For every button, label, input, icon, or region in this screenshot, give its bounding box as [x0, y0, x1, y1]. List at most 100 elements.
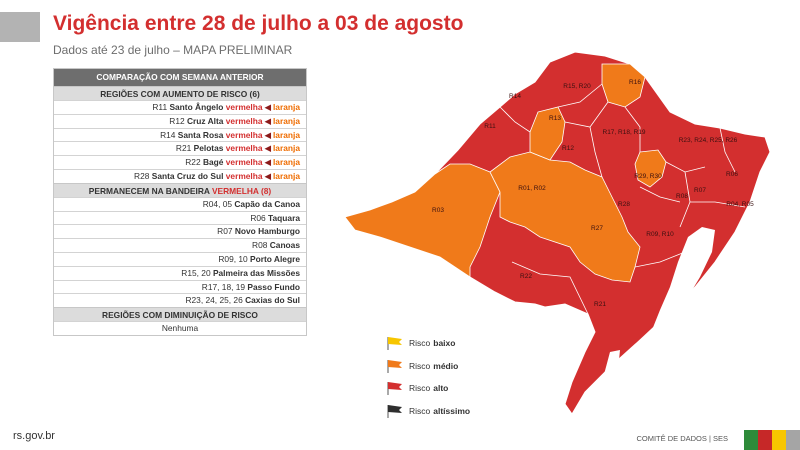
region-code: R06: [250, 212, 269, 223]
map-legend: Risco baixo Risco médio Risco alto Risco alt…: [386, 332, 470, 422]
remain-header-prefix: PERMANECEM NA BANDEIRA: [88, 185, 210, 196]
region-name: Bagé: [202, 157, 226, 168]
legend-level-high: alto: [433, 383, 449, 394]
flag-to: laranja: [272, 143, 300, 154]
region-label: R03: [432, 207, 444, 214]
region-name: Porto Alegre: [250, 253, 300, 264]
lagoa-dos-patos: [652, 227, 715, 337]
region-name: Passo Fundo: [247, 281, 300, 292]
brand-block-red: [758, 430, 772, 450]
remain-header: PERMANECEM NA BANDEIRA VERMELHA (8): [54, 182, 306, 197]
flag-icon: [387, 404, 402, 418]
increase-row: R12 Cruz Alta vermelha ◀ laranja: [54, 113, 306, 128]
region-r01-r02: [489, 151, 641, 283]
flag-low: [388, 337, 402, 346]
region-name: Pelotas: [193, 143, 226, 154]
increase-row: R11 Santo Ângelo vermelha ◀ laranja: [54, 100, 306, 114]
region-label: R08: [676, 193, 688, 200]
arrow-left-icon: ◀: [264, 170, 271, 181]
region-code: R17, 18, 19: [201, 281, 248, 292]
region-name: Capão da Canoa: [234, 198, 300, 209]
region-label: R09, R10: [646, 231, 674, 238]
increase-row: R22 Bagé vermelha ◀ laranja: [54, 155, 306, 169]
region-label: R22: [520, 273, 532, 280]
region-code: R22: [185, 157, 203, 168]
remain-row: R09, 10 Porto Alegre: [54, 251, 306, 266]
region-label: R01, R02: [518, 185, 546, 192]
flag-very-high: [388, 404, 402, 413]
flag-from: vermelha: [225, 170, 263, 181]
region-name: Caxias do Sul: [245, 295, 300, 306]
flag-high: [388, 382, 402, 391]
region-label: R07: [694, 187, 706, 194]
remain-header-flag: VERMELHA (8): [211, 185, 272, 196]
region-code: R07: [217, 226, 235, 237]
region-r16: [601, 63, 646, 108]
remain-row: R06 Taquara: [54, 210, 306, 225]
region-r03: [344, 163, 501, 278]
region-label: R28: [618, 201, 630, 208]
region-label: R29, R30: [634, 173, 662, 180]
region-label: R21: [594, 301, 606, 308]
region-code: R21: [175, 143, 194, 154]
flag-from: vermelha: [225, 143, 263, 154]
region-borders: [499, 83, 746, 315]
flag-from: vermelha: [225, 129, 263, 140]
flag-to: laranja: [272, 129, 300, 140]
region-name: Palmeira das Missões: [212, 267, 300, 278]
remain-list: R04, 05 Capão da Canoa R06 Taquara R07 Nov…: [54, 196, 306, 307]
region-name: Taquara: [268, 212, 300, 223]
region-code: R12: [169, 115, 187, 126]
footer-credit: COMITÊ DE DADOS | SES: [636, 434, 728, 443]
decrease-header: REGIÕES COM DIMINUIÇÃO DE RISCO: [54, 307, 306, 322]
region-code: R04, 05: [202, 198, 235, 209]
remain-row: R23, 24, 25, 26 Caxias do Sul: [54, 293, 306, 307]
legend-item-low: Risco baixo: [386, 332, 470, 355]
region-label: R12: [562, 145, 574, 152]
remain-row: R17, 18, 19 Passo Fundo: [54, 279, 306, 294]
arrow-left-icon: ◀: [264, 157, 271, 168]
arrow-left-icon: ◀: [264, 115, 271, 126]
region-r13: [529, 106, 566, 161]
arrow-left-icon: ◀: [264, 143, 271, 154]
region-label: R23, R24, R25, R26: [679, 137, 738, 144]
map-labels: R15, R20 R16 R14 R13 R11 R12 R17, R18, R19 R23,…: [432, 79, 754, 308]
region-name: Canoas: [269, 240, 300, 251]
legend-prefix: Risco: [409, 405, 431, 416]
region-label: R06: [726, 171, 738, 178]
region-code: R14: [160, 129, 178, 140]
increase-row: R28 Santa Cruz do Sul vermelha ◀ laranja: [54, 168, 306, 183]
legend-item-high: Risco alto: [386, 377, 470, 400]
brand-block-yellow: [772, 430, 786, 450]
increase-header: REGIÕES COM AUMENTO DE RISCO (6): [54, 86, 306, 100]
page-subtitle: Dados até 23 de julho – MAPA PRELIMINAR: [53, 43, 293, 57]
decrease-value: Nenhuma: [54, 321, 306, 335]
region-code: R11: [152, 102, 170, 112]
region-name: Santo Ângelo: [169, 102, 226, 112]
legend-level-medium: médio: [433, 360, 459, 371]
increase-list: R11 Santo Ângelo vermelha ◀ laranja R12 Cru…: [54, 100, 306, 183]
legend-item-very-high: Risco altíssimo: [386, 400, 470, 423]
increase-row: R21 Pelotas vermelha ◀ laranja: [54, 141, 306, 155]
legend-prefix: Risco: [409, 360, 431, 371]
legend-item-medium: Risco médio: [386, 355, 470, 378]
region-label: R27: [591, 225, 603, 232]
flag-to: laranja: [272, 170, 300, 181]
arrow-left-icon: ◀: [264, 129, 271, 140]
region-code: R28: [134, 170, 152, 181]
remain-row: R15, 20 Palmeira das Missões: [54, 265, 306, 280]
site-url[interactable]: rs.gov.br: [13, 430, 55, 442]
legend-level-low: baixo: [433, 338, 456, 349]
region-r29-r30: [634, 149, 667, 188]
brand-block-gray: [786, 430, 800, 450]
arrow-left-icon: ◀: [264, 102, 271, 112]
flag-icon: [387, 359, 402, 373]
region-name: Santa Rosa: [177, 129, 226, 140]
region-code: R15, 20: [181, 267, 213, 278]
region-name: Novo Hamburgo: [234, 226, 300, 237]
region-label: R13: [549, 115, 561, 122]
flag-to: laranja: [272, 157, 300, 168]
increase-row: R14 Santa Rosa vermelha ◀ laranja: [54, 127, 306, 142]
flag-from: vermelha: [225, 115, 263, 126]
comparison-header: COMPARAÇÃO COM SEMANA ANTERIOR: [54, 69, 306, 86]
